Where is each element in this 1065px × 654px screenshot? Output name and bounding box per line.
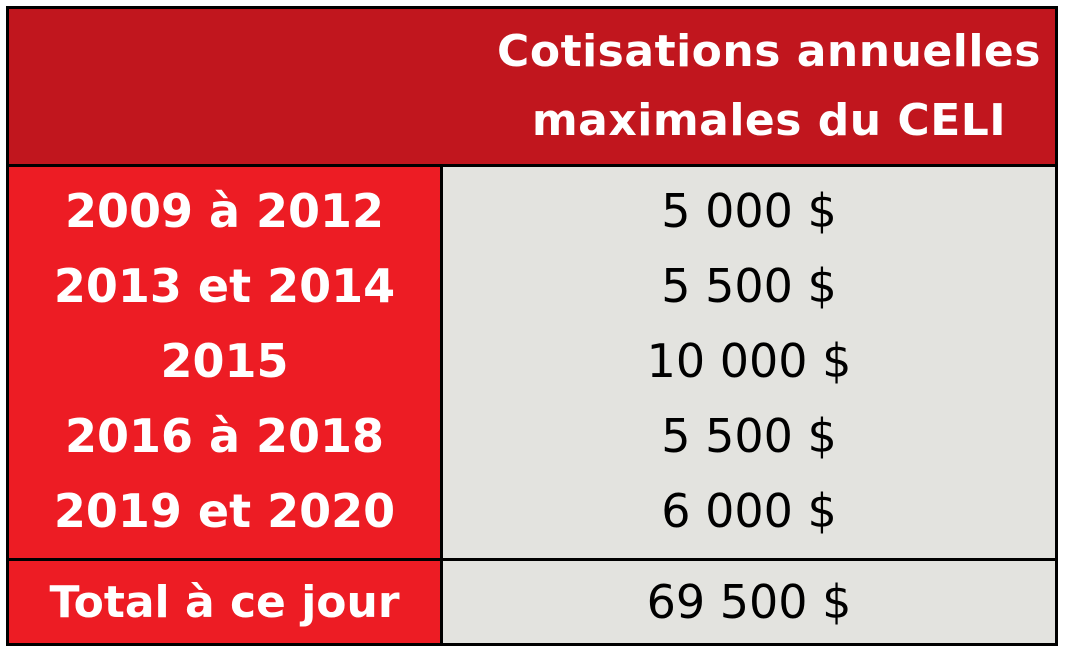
total-amount: 69 500 $ <box>443 561 1055 643</box>
row-amount-4: 5 500 $ <box>661 408 837 463</box>
amount-column: 5 000 $ 5 500 $ 10 000 $ 5 500 $ 6 000 $ <box>443 167 1055 561</box>
row-period-2: 2013 et 2014 <box>53 258 396 313</box>
column-header: Cotisations annuelles maximales du CELI <box>443 9 1055 167</box>
row-period-4: 2016 à 2018 <box>64 408 385 463</box>
header-title-line1: Cotisations annuelles <box>497 26 1041 78</box>
header-empty-cell <box>9 9 443 167</box>
row-period-3: 2015 <box>160 333 289 388</box>
row-period-1: 2009 à 2012 <box>64 183 385 238</box>
row-period-5: 2019 et 2020 <box>53 483 396 538</box>
row-amount-5: 6 000 $ <box>661 483 837 538</box>
row-amount-2: 5 500 $ <box>661 258 837 313</box>
period-column: 2009 à 2012 2013 et 2014 2015 2016 à 201… <box>9 167 443 561</box>
row-amount-3: 10 000 $ <box>646 333 852 388</box>
header-title-line2: maximales du CELI <box>531 94 1007 146</box>
total-label: Total à ce jour <box>9 561 443 643</box>
tfsa-contribution-table: Cotisations annuelles maximales du CELI … <box>6 6 1058 646</box>
row-amount-1: 5 000 $ <box>661 183 837 238</box>
